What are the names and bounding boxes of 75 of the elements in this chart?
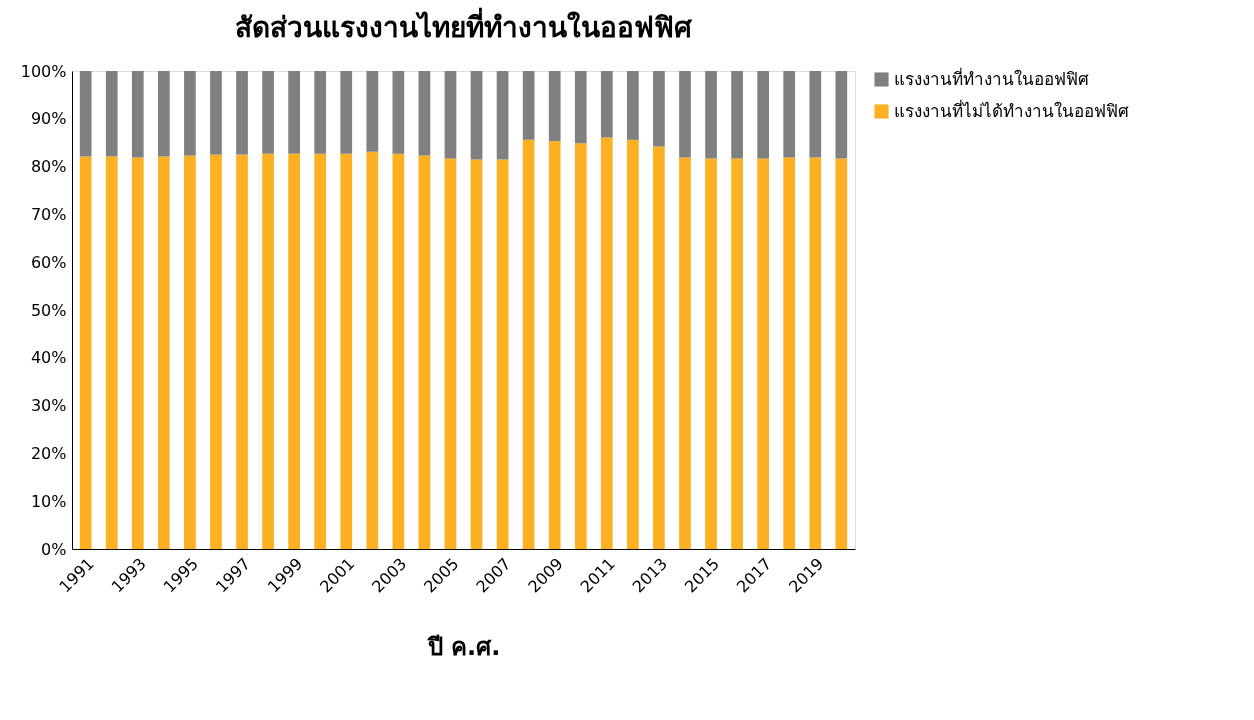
- bar: [809, 71, 822, 158]
- legend-label: แรงงานที่ทำงานในออฟฟิศ: [894, 66, 1089, 89]
- bar: [418, 155, 431, 549]
- bar: [470, 71, 483, 160]
- bar: [392, 71, 405, 154]
- y-tick-label: 10%: [30, 491, 67, 511]
- y-tick-label: 60%: [30, 252, 67, 272]
- bar: [574, 71, 587, 144]
- bar: [653, 146, 665, 549]
- bar: [809, 157, 822, 549]
- bar: [731, 158, 743, 549]
- bar: [444, 158, 457, 549]
- bar: [653, 71, 665, 147]
- y-tick-label: 40%: [30, 348, 67, 368]
- bar: [340, 153, 353, 549]
- bar: [496, 71, 509, 160]
- bar: [210, 71, 222, 155]
- bar: [184, 71, 196, 156]
- bar: [79, 71, 92, 157]
- bar: [783, 157, 796, 549]
- bar: [679, 157, 691, 549]
- bar: [705, 158, 717, 549]
- x-axis-title: ปี ค.ศ.: [426, 632, 501, 661]
- bar: [522, 139, 535, 549]
- bar: [757, 158, 770, 549]
- bar: [236, 154, 248, 549]
- y-tick-label: 30%: [30, 396, 67, 416]
- bar: [131, 71, 144, 158]
- y-tick-label: 0%: [41, 539, 67, 559]
- bar: [548, 141, 561, 549]
- bar: [600, 137, 613, 549]
- bar: [157, 156, 170, 549]
- bar: [314, 153, 327, 549]
- bar: [366, 151, 379, 549]
- bar: [496, 159, 509, 549]
- bar: [340, 71, 353, 154]
- bar: [835, 158, 848, 549]
- y-tick-label: 90%: [30, 109, 67, 129]
- bar: [314, 71, 327, 154]
- y-tick-label: 50%: [30, 300, 67, 320]
- bar: [79, 156, 92, 549]
- bar: [392, 153, 405, 549]
- y-tick-label: 70%: [30, 204, 67, 224]
- bar: [679, 71, 691, 158]
- bar: [105, 71, 118, 157]
- bar: [600, 71, 613, 138]
- bar: [731, 71, 743, 159]
- bar: [470, 159, 483, 549]
- bar: [262, 153, 274, 549]
- bar: [418, 71, 431, 156]
- bar: [288, 153, 300, 549]
- bar: [210, 154, 222, 549]
- bar: [627, 71, 639, 140]
- bar: [705, 71, 717, 159]
- bar: [262, 71, 274, 154]
- bar: [131, 157, 144, 549]
- bar: [105, 156, 118, 549]
- bar: [444, 71, 457, 159]
- bar: [288, 71, 300, 154]
- y-tick-label: 20%: [30, 443, 67, 463]
- bar: [366, 71, 379, 152]
- bar: [236, 71, 248, 155]
- bar: [548, 71, 561, 142]
- bar: [783, 71, 796, 158]
- bar: [157, 71, 170, 157]
- bar: [835, 71, 848, 159]
- legend-label: แรงงานที่ไม่ได้ทำงานในออฟฟิศ: [894, 98, 1129, 121]
- bar: [627, 139, 639, 549]
- bar: [574, 143, 587, 549]
- bar: [184, 155, 196, 549]
- y-tick-label: 80%: [30, 157, 67, 177]
- bar: [522, 71, 535, 140]
- bar: [757, 71, 770, 159]
- chart-title: สัดส่วนแรงงานไทยที่ทำงานในออฟฟิศ: [235, 7, 693, 44]
- y-tick-label: 100%: [20, 61, 67, 81]
